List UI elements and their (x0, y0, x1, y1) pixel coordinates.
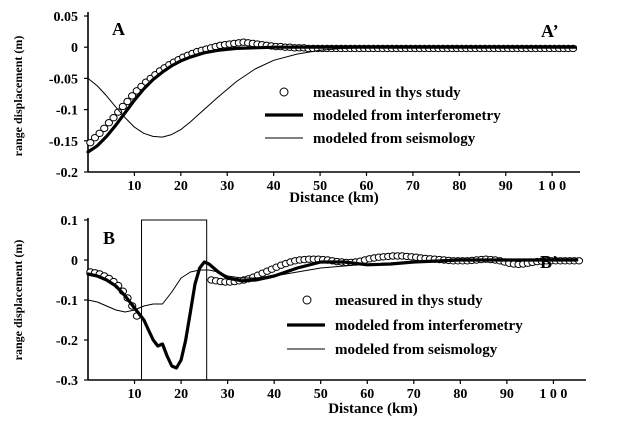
legend-b-interferometry: modeled from interferometry (335, 318, 523, 334)
panel-b-highlight-box (141, 219, 208, 381)
y-tick-label: 0.05 (54, 10, 79, 25)
interferometry-model-line (86, 45, 577, 154)
panel-b-y-label: range displacement (m) (11, 240, 25, 361)
panel-b-series (86, 252, 584, 370)
y-tick-label: -0.05 (49, 72, 78, 87)
panel-a-series (86, 38, 578, 154)
y-tick-label: 0.1 (61, 214, 79, 229)
panel-b-y-ticks: 0.1 0 -0.1 -0.2 -0.3 (56, 214, 88, 389)
legend-b-measured: measured in thys study (335, 293, 483, 309)
panel-a-right-label: A’ (541, 21, 559, 41)
x-tick-label: 60 (360, 387, 374, 402)
y-tick-label: -0.15 (49, 135, 78, 150)
x-tick-label: 60 (359, 179, 373, 194)
measured-point (86, 138, 95, 147)
y-tick-label: 0 (71, 41, 78, 56)
x-tick-label: 80 (453, 387, 467, 402)
panel-b: 10 20 30 40 50 60 70 80 90 1 0 0 0.1 0 -0.1 -0.2 -0.3… (11, 214, 586, 417)
x-tick-label: 40 (267, 179, 281, 194)
x-tick-label: 30 (220, 179, 234, 194)
x-tick-label: 1 0 0 (538, 179, 566, 194)
legend-a-interferometry: modeled from interferometry (313, 108, 501, 124)
x-tick-label: 70 (406, 179, 420, 194)
measured-point (127, 92, 137, 100)
panel-a-left-label: A (112, 19, 125, 39)
y-tick-label: -0.1 (56, 294, 78, 309)
x-tick-label: 20 (174, 387, 188, 402)
measured-point (95, 129, 104, 138)
panel-a-y-label: range displacement (m) (11, 36, 25, 157)
y-tick-label: 0 (71, 254, 78, 269)
seismology-model-line (87, 46, 576, 138)
measured-point (100, 124, 109, 133)
y-tick-label: -0.3 (56, 374, 78, 389)
y-tick-label: -0.1 (56, 104, 78, 119)
panel-b-legend: measured in thys study modeled from inte… (287, 293, 523, 358)
y-tick-label: -0.2 (56, 166, 78, 181)
x-tick-label: 90 (500, 387, 514, 402)
x-tick-label: 1 0 0 (539, 387, 567, 402)
x-tick-label: 10 (128, 387, 142, 402)
seismology-model-line (87, 259, 578, 313)
x-tick-label: 30 (221, 387, 235, 402)
x-tick-label: 70 (407, 387, 421, 402)
legend-b-circle-marker (302, 295, 312, 305)
panel-a-x-ticks: 10 20 30 40 50 60 70 80 90 1 0 0 (127, 172, 566, 194)
panel-a-y-ticks: 0.05 0 -0.05 -0.1 -0.15 -0.2 (49, 10, 88, 181)
y-tick-label: -0.2 (56, 334, 78, 349)
legend-b-seismology: modeled from seismology (335, 342, 498, 358)
panel-b-right-label: B’ (540, 252, 558, 272)
x-tick-label: 90 (499, 179, 513, 194)
x-tick-label: 80 (452, 179, 466, 194)
x-tick-label: 50 (313, 179, 327, 194)
panel-a-x-label: Distance (km) (289, 190, 379, 206)
x-tick-label: 20 (174, 179, 188, 194)
panel-a-legend: measured in thys study modeled from inte… (265, 85, 501, 147)
legend-a-circle-marker (279, 87, 289, 97)
panel-b-left-label: B (103, 228, 115, 248)
measured-point (109, 114, 118, 122)
x-tick-label: 50 (314, 387, 328, 402)
panel-b-x-label: Distance (km) (328, 401, 418, 417)
interferometry-model-line (86, 258, 579, 370)
x-tick-label: 40 (267, 387, 281, 402)
measured-point (123, 97, 132, 106)
measured-point (104, 119, 113, 127)
panel-b-x-ticks: 10 20 30 40 50 60 70 80 90 1 0 0 (128, 380, 567, 402)
measured-point (118, 102, 127, 111)
measured-point (114, 108, 123, 116)
panel-a: 10 20 30 40 50 60 70 80 90 1 0 0 0.05 0 -0.05 -0.1 -0… (11, 10, 580, 206)
x-tick-label: 10 (127, 179, 141, 194)
legend-a-seismology: modeled from seismology (313, 131, 476, 147)
legend-a-measured: measured in thys study (313, 85, 461, 101)
